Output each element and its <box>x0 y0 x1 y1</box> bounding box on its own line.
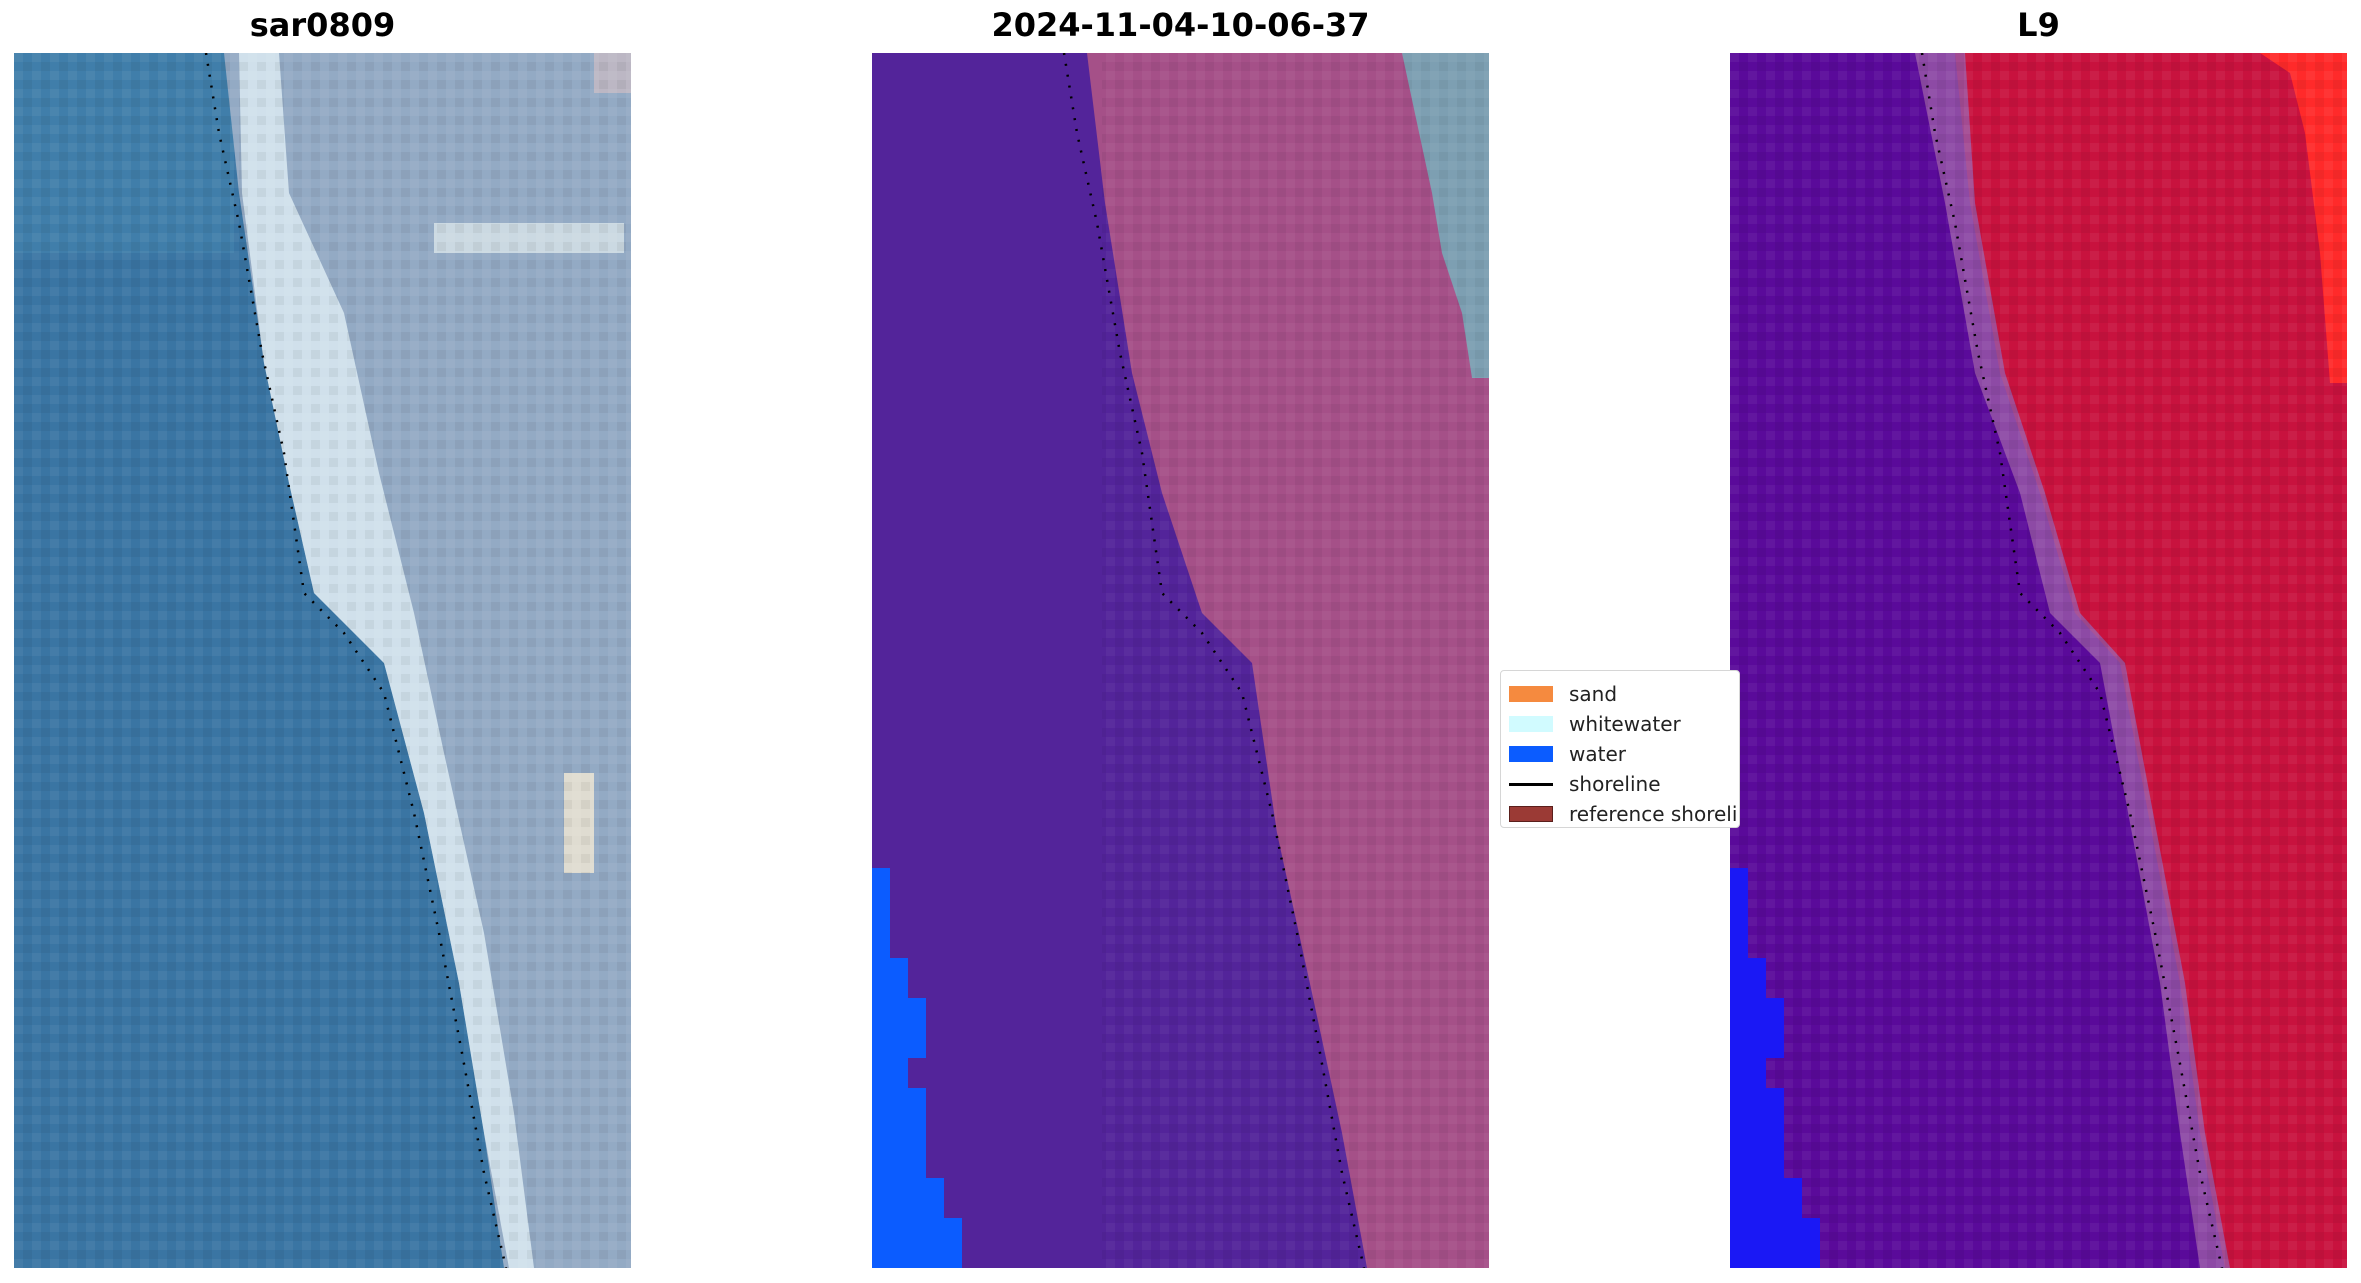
title-rgb: sar0809 <box>249 6 396 44</box>
legend-item-water: water <box>1509 739 1739 769</box>
legend-label: sand <box>1569 682 1618 706</box>
water-class-edge <box>872 868 962 1268</box>
title-index: L9 <box>2017 6 2060 44</box>
legend-label: whitewater <box>1569 712 1681 736</box>
shoreline-dots <box>204 53 508 1268</box>
index-panel <box>1730 53 2347 1268</box>
shoreline-dots <box>1062 53 1366 1268</box>
classification-panel <box>872 53 1489 1268</box>
water-index-edge <box>1730 868 1820 1268</box>
rgb-image-panel <box>14 53 631 1268</box>
whitewater-swatch <box>1509 716 1553 732</box>
legend-label: shoreline <box>1569 772 1661 796</box>
legend-item-sand: sand <box>1509 679 1739 709</box>
shoreline-line-icon <box>1509 782 1553 786</box>
title-classification: 2024-11-04-10-06-37 <box>991 6 1370 44</box>
shoreline-dots <box>1920 53 2224 1268</box>
legend-item-reference-shoreline: reference shoreline <box>1509 799 1739 827</box>
legend-label: water <box>1569 742 1626 766</box>
legend-item-whitewater: whitewater <box>1509 709 1739 739</box>
legend-item-shoreline: shoreline <box>1509 769 1739 799</box>
water-swatch <box>1509 746 1553 762</box>
legend-label: reference shoreline <box>1569 802 1739 826</box>
sand-swatch <box>1509 686 1553 702</box>
legend: sand whitewater water shoreline referenc… <box>1500 670 1740 828</box>
reference-shoreline-swatch <box>1509 806 1553 822</box>
